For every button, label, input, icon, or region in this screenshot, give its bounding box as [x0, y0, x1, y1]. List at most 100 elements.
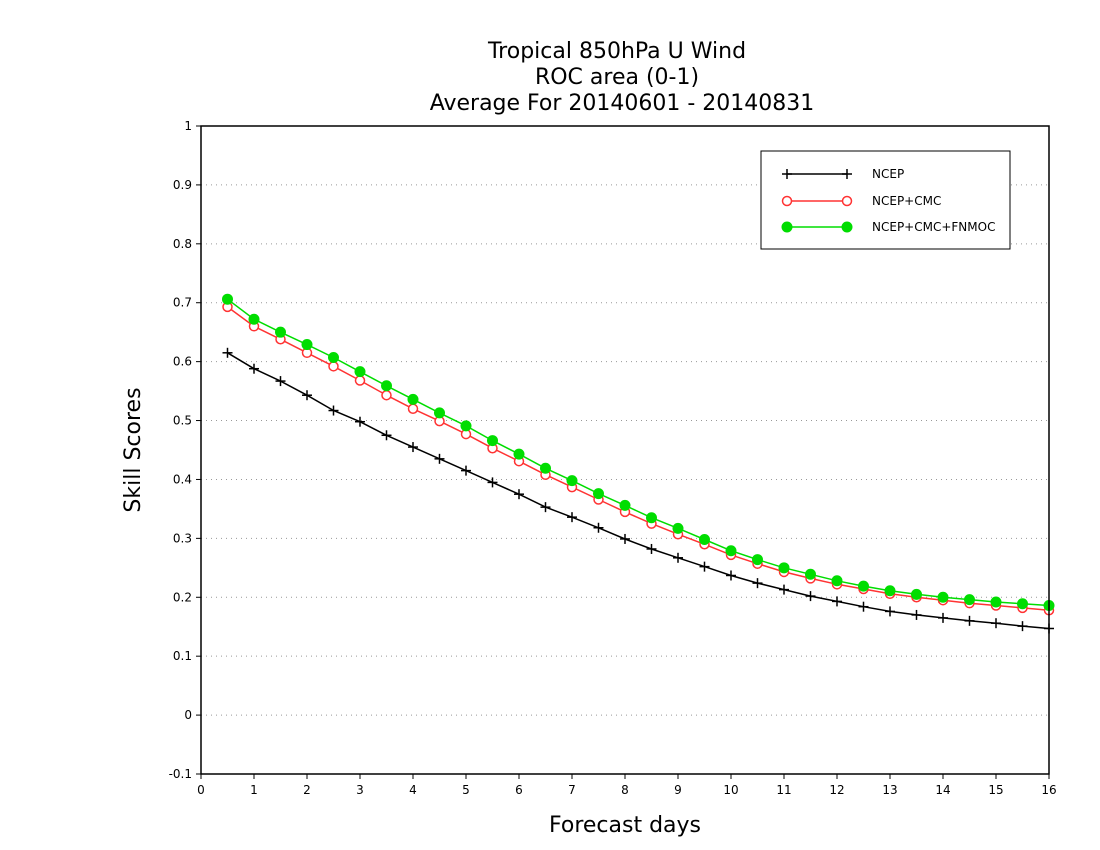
data-point-plus: [1017, 621, 1028, 632]
data-point-plus: [302, 390, 312, 401]
series-ncep: [222, 347, 1054, 634]
x-tick-label: 16: [1041, 783, 1056, 797]
data-point-filled-circle: [841, 221, 853, 233]
data-point-plus: [620, 533, 630, 544]
legend-item-ncep: NCEP: [782, 167, 904, 181]
data-point-filled-circle: [911, 588, 922, 600]
data-point-filled-circle: [513, 448, 525, 460]
x-tick-label: 2: [303, 783, 311, 797]
x-tick-label: 6: [515, 783, 523, 797]
data-point-filled-circle: [354, 366, 366, 378]
data-point-filled-circle: [937, 591, 949, 603]
x-tick-label: 1: [250, 783, 258, 797]
series: [222, 293, 1055, 634]
data-point-plus: [832, 596, 842, 607]
data-point-plus: [779, 584, 789, 595]
series-ncep-cmc-fnmoc: [222, 293, 1055, 612]
x-tick-label: 13: [882, 783, 897, 797]
data-point-plus: [991, 618, 1001, 629]
y-tick-label: 0.8: [173, 237, 192, 251]
series-line-ncep: [227, 352, 1050, 630]
data-point-plus: [540, 502, 551, 513]
data-point-filled-circle: [460, 420, 472, 432]
data-point-plus: [275, 376, 286, 387]
legend-label: NCEP+CMC: [872, 194, 941, 208]
data-point-plus: [567, 512, 577, 523]
x-tick-label: 8: [621, 783, 629, 797]
data-point-filled-circle: [831, 575, 843, 587]
y-tick-label: -0.1: [169, 767, 192, 781]
data-point-open-circle: [841, 195, 853, 207]
x-axis-ticks: 0 1 2 3 4 5 6 7 8 9 10 11 12 13 14 15 16: [197, 774, 1057, 797]
data-point-filled-circle: [884, 585, 896, 597]
series-line-ncep-cmc-fnmoc: [227, 298, 1050, 607]
y-tick-label: 0.3: [173, 531, 192, 545]
data-point-open-circle: [328, 361, 339, 372]
x-tick-label: 7: [568, 783, 576, 797]
plot-area-frame: [200, 125, 1050, 775]
data-point-plus: [514, 489, 524, 500]
data-point-plus: [842, 169, 852, 179]
legend: NCEP NCEP+CMC NCEP+CMC+FNMOC: [760, 150, 1011, 250]
data-point-filled-circle: [699, 534, 710, 546]
data-point-filled-circle: [990, 596, 1002, 608]
data-point-plus: [964, 615, 975, 626]
y-tick-label: 0.1: [173, 649, 192, 663]
data-point-plus: [938, 612, 948, 623]
data-point-open-circle: [407, 403, 419, 415]
data-point-filled-circle: [752, 554, 763, 566]
legend-box: [760, 150, 1011, 250]
data-point-filled-circle: [222, 293, 233, 305]
data-point-plus: [222, 347, 233, 358]
x-tick-label: 15: [988, 783, 1003, 797]
x-tick-label: 12: [829, 783, 844, 797]
data-point-open-circle: [354, 375, 366, 386]
data-point-plus: [593, 522, 604, 533]
y-tick-label: 0.2: [173, 590, 192, 604]
data-point-filled-circle: [381, 380, 392, 392]
data-point-filled-circle: [646, 512, 657, 524]
title-line-1: Tropical 850hPa U Wind: [487, 39, 746, 64]
legend-item-ncep-cmc-fnmoc: NCEP+CMC+FNMOC: [781, 220, 995, 234]
data-point-filled-circle: [964, 594, 975, 606]
series-ncep-cmc: [222, 301, 1055, 616]
data-point-filled-circle: [407, 393, 419, 405]
title-line-3: Average For 20140601 - 20140831: [430, 91, 815, 116]
x-axis-label: Forecast days: [549, 813, 701, 838]
data-point-filled-circle: [434, 407, 445, 419]
series-line-ncep-cmc: [227, 306, 1050, 611]
data-point-plus: [699, 561, 710, 572]
data-point-filled-circle: [1017, 598, 1028, 610]
y-tick-label: 0.5: [173, 414, 192, 428]
data-point-filled-circle: [805, 568, 816, 580]
data-point-plus: [673, 552, 683, 563]
chart-title: Tropical 850hPa U Wind ROC area (0-1) Av…: [430, 39, 815, 116]
data-point-plus: [726, 570, 736, 581]
data-point-plus: [885, 606, 895, 617]
y-tick-label: 0.6: [173, 355, 192, 369]
data-point-plus: [434, 453, 445, 464]
data-point-plus: [381, 430, 392, 441]
y-tick-label: 0.7: [173, 296, 192, 310]
data-point-filled-circle: [778, 562, 790, 574]
y-axis-ticks: -0.1 0 0.1 0.2 0.3 0.4 0.5 0.6 0.7 0.8 0.9 1: [169, 119, 201, 781]
data-point-filled-circle: [593, 488, 604, 500]
x-tick-label: 4: [409, 783, 417, 797]
data-point-plus: [805, 591, 816, 602]
data-point-plus: [782, 169, 792, 179]
data-point-plus: [408, 442, 418, 453]
title-line-2: ROC area (0-1): [535, 65, 699, 90]
grid: [201, 184, 1049, 716]
data-point-filled-circle: [275, 326, 286, 338]
x-tick-label: 10: [723, 783, 738, 797]
data-point-filled-circle: [672, 522, 684, 534]
data-point-filled-circle: [858, 580, 869, 592]
y-axis-label: Skill Scores: [121, 387, 146, 512]
y-tick-label: 0.9: [173, 178, 192, 192]
data-point-plus: [355, 416, 365, 427]
data-point-plus: [328, 405, 339, 416]
y-tick-label: 0.4: [173, 472, 192, 486]
data-point-open-circle: [781, 195, 793, 207]
data-point-plus: [646, 543, 657, 554]
x-tick-label: 3: [356, 783, 364, 797]
